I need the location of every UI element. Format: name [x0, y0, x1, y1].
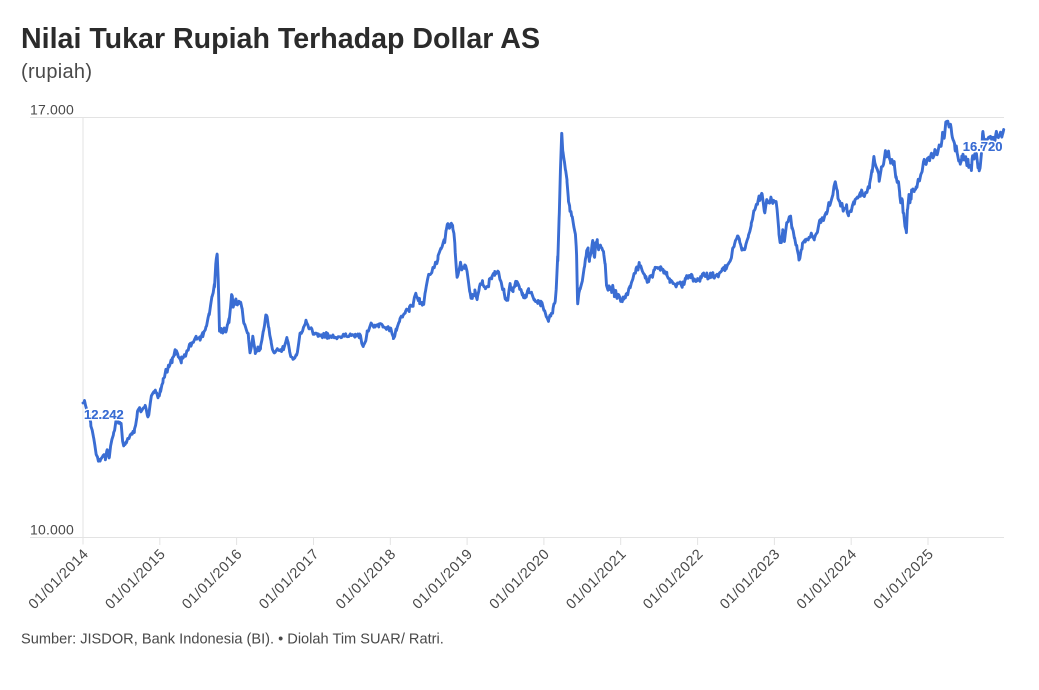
svg-text:16.720: 16.720 [963, 139, 1003, 154]
svg-text:17.000: 17.000 [30, 101, 74, 117]
svg-text:Sumber: JISDOR, Bank Indonesia: Sumber: JISDOR, Bank Indonesia (BI). • D… [21, 631, 444, 647]
svg-text:Nilai Tukar Rupiah Terhadap Do: Nilai Tukar Rupiah Terhadap Dollar AS [21, 23, 540, 55]
svg-text:12.242: 12.242 [84, 407, 124, 422]
svg-text:(rupiah): (rupiah) [21, 61, 92, 83]
svg-text:16.720: 16.720 [963, 139, 1003, 154]
svg-text:10.000: 10.000 [30, 522, 74, 538]
svg-text:12.242: 12.242 [84, 407, 124, 422]
